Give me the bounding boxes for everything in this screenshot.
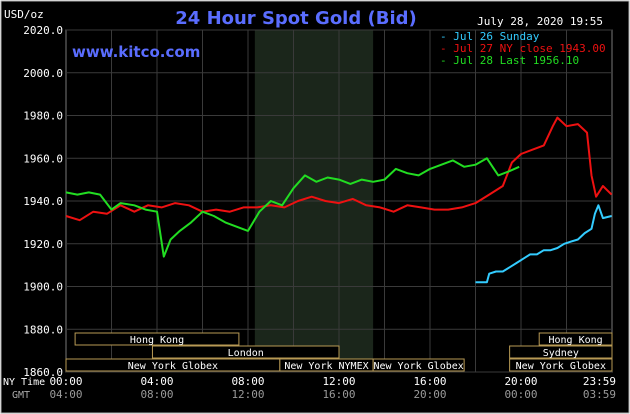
chart-title: 24 Hour Spot Gold (Bid): [175, 8, 416, 29]
y-tick-label: 2000.0: [23, 67, 63, 80]
market-session-label: Sydney: [543, 348, 579, 359]
x-tick-label-ny: 08:00: [231, 375, 264, 388]
x-tick-label-gmt: 16:00: [322, 388, 355, 401]
y-tick-label: 1900.0: [23, 281, 63, 294]
x-tick-label-gmt: 00:00: [504, 388, 537, 401]
x-tick-label-ny: 04:00: [140, 375, 173, 388]
unit-label: USD/oz: [4, 8, 44, 21]
x-tick-label-gmt: 08:00: [140, 388, 173, 401]
market-session-label: New York NYMEX: [284, 361, 368, 372]
x-tick-label-gmt: 20:00: [413, 388, 446, 401]
market-session-box: [509, 345, 613, 359]
market-session-label: New York Globex: [128, 361, 218, 372]
market-session-label: Hong Kong: [130, 335, 184, 346]
market-session-box: [372, 358, 465, 372]
y-tick-label: 1880.0: [23, 323, 63, 336]
y-tick-label: 1920.0: [23, 238, 63, 251]
legend-entry: - Jul 28 Last 1956.10: [440, 54, 579, 67]
y-tick-label: 1860.0: [23, 366, 63, 379]
market-session-box: [509, 358, 613, 372]
y-tick-label: 2020.0: [23, 24, 63, 37]
x-tick-label-gmt: 12:00: [231, 388, 264, 401]
series-line: [65, 116, 613, 222]
kitco-watermark: www.kitco.com: [72, 43, 200, 61]
y-tick-label: 1980.0: [23, 110, 63, 123]
market-session-label: New York Globex: [373, 361, 463, 372]
x-tick-label-ny: 20:00: [504, 375, 537, 388]
x-tick-label-ny: 12:00: [322, 375, 355, 388]
legend-entry: - Jul 27 NY close 1943.00: [440, 42, 606, 55]
series-line: [475, 204, 612, 284]
market-session-label: Hong Kong: [549, 335, 603, 346]
chart-timestamp: July 28, 2020 19:55: [477, 15, 603, 28]
legend-entry: - Jul 26 Sunday: [440, 30, 540, 43]
series-line: [65, 157, 520, 258]
y-tick-label: 1960.0: [23, 152, 63, 165]
x-tick-label-ny: 16:00: [413, 375, 446, 388]
market-session-label: London: [228, 348, 264, 359]
x-tick-label-gmt: 03:59: [583, 388, 616, 401]
market-session-box: [74, 332, 240, 346]
ny-time-row-label: NY Time: [3, 377, 45, 388]
gmt-row-label: GMT: [12, 390, 30, 401]
market-session-box: [538, 332, 613, 346]
x-tick-label-ny: 23:59: [583, 375, 616, 388]
market-session-label: New York Globex: [516, 361, 606, 372]
x-tick-label-gmt: 04:00: [49, 388, 82, 401]
x-tick-label-ny: 00:00: [49, 375, 82, 388]
y-tick-label: 1940.0: [23, 195, 63, 208]
market-session-box: [151, 345, 340, 359]
